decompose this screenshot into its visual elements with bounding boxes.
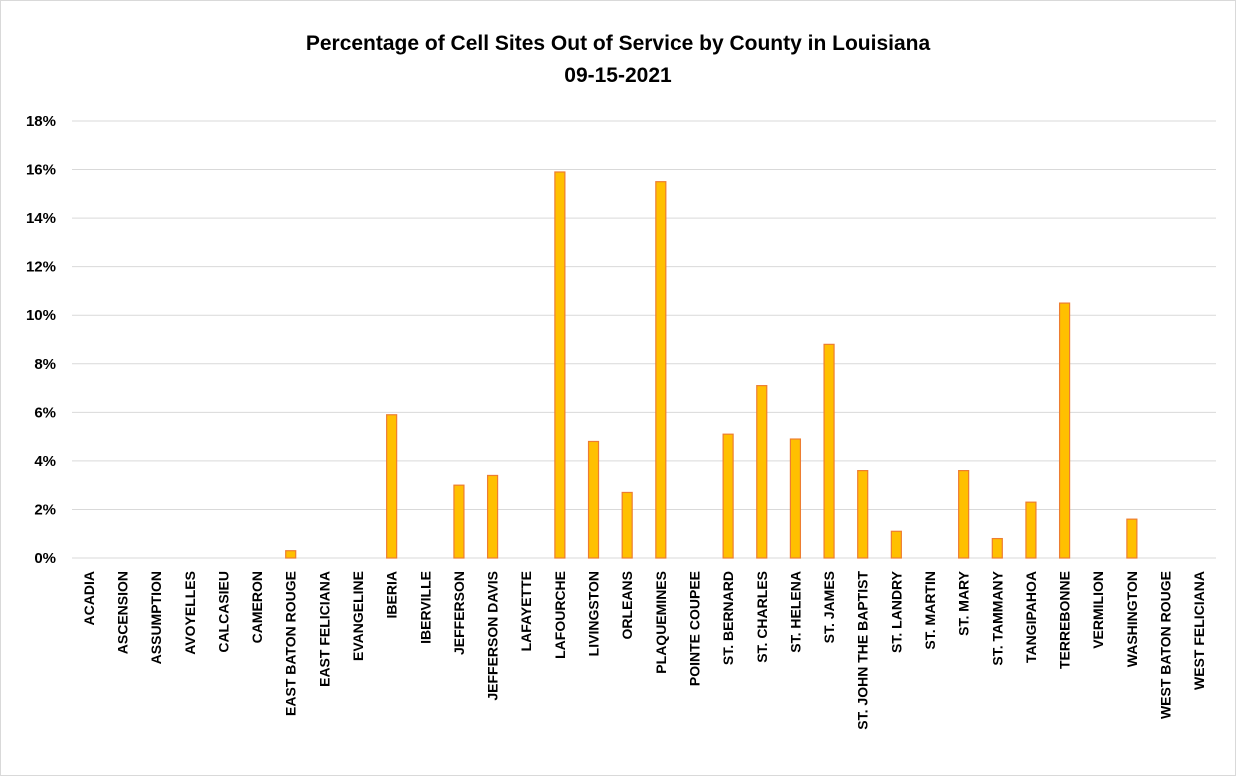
x-tick-label: AVOYELLES [182,571,198,655]
x-tick-label: LAFOURCHE [552,571,568,659]
chart-title-block: Percentage of Cell Sites Out of Service … [0,28,1236,92]
x-tick-label: WEST BATON ROUGE [1158,571,1174,719]
x-tick-label: ST. BERNARD [720,571,736,665]
x-tick-label: ASSUMPTION [148,571,164,664]
x-tick-label: ST. HELENA [787,571,803,653]
bar [453,484,465,559]
y-tick-label: 10% [26,307,56,324]
x-tick-label: TERREBONNE [1057,571,1073,669]
bar [1126,518,1138,559]
x-tick-label: ST. JAMES [821,571,837,643]
x-tick-label: PLAQUEMINES [653,571,669,674]
bar [587,440,600,559]
x-tick-label: JEFFERSON [451,571,467,655]
y-tick-label: 16% [26,162,56,179]
bar [655,181,667,559]
bar [789,438,802,559]
bar [285,550,297,559]
x-tick-label: EAST FELICIANA [316,571,332,687]
bar [857,470,869,559]
x-tick-label: TANGIPAHOA [1023,571,1039,663]
x-tick-label: VERMILION [1090,571,1106,649]
x-tick-label: CAMERON [249,571,265,643]
x-tick-label: EVANGELINE [350,571,366,661]
y-tick-label: 4% [34,453,56,470]
x-tick-label: WASHINGTON [1124,571,1140,667]
bar [756,385,768,559]
x-tick-label: POINTE COUPEE [686,571,702,686]
bar [1025,501,1037,559]
x-tick-label: ST. LANDRY [888,570,904,653]
x-tick-label: ST. TAMMANY [989,570,1005,665]
x-tick-label: IBERIA [384,571,400,618]
bar [621,491,633,559]
bar [890,530,902,559]
chart-title: Percentage of Cell Sites Out of Service … [305,32,931,55]
chart-subtitle: 09-15-2021 [564,64,672,87]
bar [823,343,835,559]
x-tick-label: ST. MARTIN [922,571,938,650]
x-tick-label: LAFAYETTE [518,571,534,651]
x-tick-label: ASCENSION [114,571,130,654]
bar [722,433,734,559]
y-tick-label: 8% [34,356,56,373]
y-tick-label: 18% [26,113,56,130]
x-tick-label: ST. MARY [956,570,972,635]
y-tick-label: 14% [26,210,56,227]
x-tick-label: ACADIA [81,571,97,625]
x-tick-label: EAST BATON ROUGE [283,571,299,716]
x-tick-label: ST. JOHN THE BAPTIST [855,571,871,730]
bar [991,537,1003,559]
x-tick-label: CALCASIEU [215,571,231,653]
y-tick-label: 0% [34,550,56,567]
x-tick-label: IBERVILLE [417,571,433,644]
x-tick-label: ST. CHARLES [754,571,770,663]
y-tick-label: 2% [34,501,56,518]
y-tick-label: 12% [26,259,56,276]
bar [554,171,566,559]
bar [386,414,398,559]
bar [1058,302,1071,559]
x-tick-label: JEFFERSON DAVIS [485,571,501,701]
y-tick-label: 6% [34,404,56,421]
bar [958,470,970,559]
x-tick-label: WEST FELICIANA [1191,571,1207,690]
bar [486,474,499,559]
x-tick-label: LIVINGSTON [586,571,602,656]
x-tick-label: ORLEANS [619,571,635,639]
